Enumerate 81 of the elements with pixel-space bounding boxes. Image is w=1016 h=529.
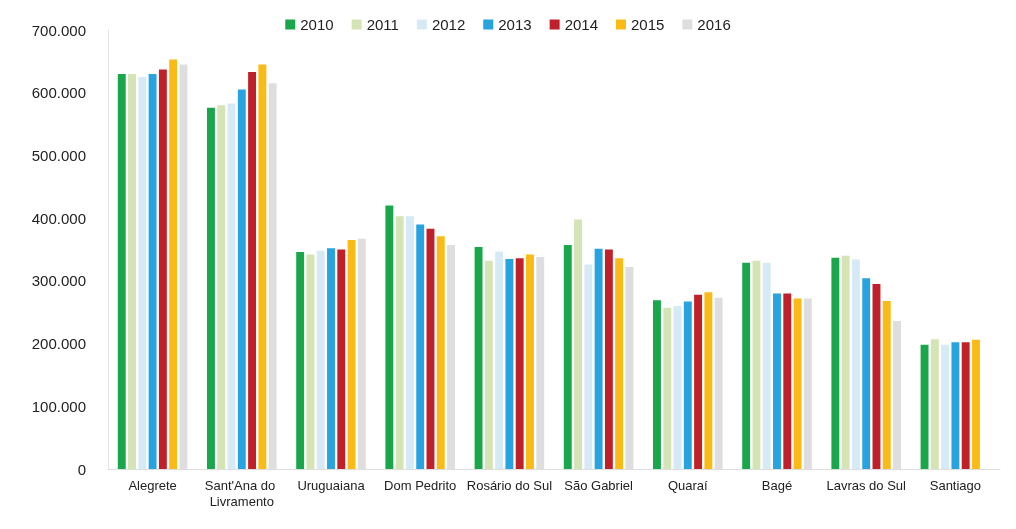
bar	[347, 240, 356, 469]
x-tick-label: Quaraí	[667, 477, 709, 493]
bar	[148, 73, 157, 469]
bar	[584, 264, 593, 469]
bar	[306, 254, 315, 469]
y-tick-label: 200.000	[31, 335, 86, 353]
legend-label: 2010	[300, 16, 334, 33]
bar	[961, 342, 970, 469]
bar	[793, 298, 802, 469]
bar	[762, 262, 771, 469]
bar	[742, 262, 751, 469]
y-tick-label: 700.000	[31, 21, 86, 39]
legend-label: 2015	[631, 16, 665, 33]
bar	[574, 219, 582, 469]
bar	[882, 300, 891, 469]
y-tick-label: 300.000	[31, 272, 86, 290]
x-tick-label: Lavras do Sul	[826, 477, 907, 493]
bar	[474, 246, 483, 469]
bar	[169, 59, 178, 469]
bar	[851, 259, 860, 469]
bar	[248, 72, 257, 469]
bar	[704, 292, 713, 469]
bar	[416, 224, 425, 469]
bar	[505, 258, 514, 469]
bar	[436, 236, 445, 469]
x-tick-label: São Gabriel	[564, 477, 634, 493]
bar	[138, 77, 147, 469]
bar	[526, 254, 534, 469]
bar	[563, 245, 572, 469]
bar	[752, 260, 761, 469]
bar	[258, 64, 267, 469]
legend-label: 2011	[366, 16, 399, 33]
bar	[158, 69, 167, 469]
bar	[395, 216, 404, 469]
legend-label: 2014	[564, 16, 598, 33]
x-tick-label: Santiago	[929, 477, 982, 493]
x-tick-label: Dom Pedrito	[384, 477, 457, 493]
y-tick-label: 500.000	[31, 146, 86, 164]
bar	[128, 73, 136, 469]
bar	[604, 249, 613, 469]
bar	[594, 248, 603, 469]
legend-label: 2013	[498, 16, 532, 33]
bar	[316, 250, 325, 469]
x-tick-label: Sant'Ana do Livramento	[204, 477, 279, 509]
bar	[783, 293, 792, 469]
bar	[694, 294, 703, 469]
bar	[930, 339, 939, 469]
bar	[862, 278, 871, 469]
bar	[841, 255, 850, 469]
bar	[831, 257, 840, 469]
x-tick-label: Bagé	[761, 477, 793, 493]
bar	[237, 89, 246, 469]
x-tick-label: Uruguaiana	[297, 477, 366, 493]
bar	[337, 249, 346, 469]
bar	[495, 251, 504, 469]
legend-label: 2012	[431, 16, 466, 33]
bar	[207, 107, 215, 469]
bar	[972, 339, 980, 469]
bar	[217, 105, 226, 469]
bar	[615, 258, 624, 469]
x-tick-label: Alegrete	[128, 477, 177, 493]
bar	[385, 205, 394, 469]
bar	[405, 216, 414, 469]
y-tick-label: 0	[77, 460, 86, 478]
y-tick-label: 100.000	[31, 397, 86, 415]
bar	[951, 342, 960, 469]
bar	[773, 293, 781, 469]
y-tick-label: 600.000	[31, 84, 86, 102]
x-tick-label: Rosário do Sul	[466, 477, 553, 493]
bar	[117, 73, 126, 469]
bar	[296, 252, 305, 469]
bar	[941, 344, 950, 469]
bar	[920, 344, 929, 469]
bar	[683, 301, 692, 469]
bar	[484, 260, 493, 469]
bar	[327, 248, 335, 469]
bar	[663, 307, 672, 469]
bar	[515, 258, 524, 469]
y-tick-label: 400.000	[31, 209, 86, 227]
bar	[653, 300, 661, 469]
legend-label: 2016	[697, 16, 731, 33]
